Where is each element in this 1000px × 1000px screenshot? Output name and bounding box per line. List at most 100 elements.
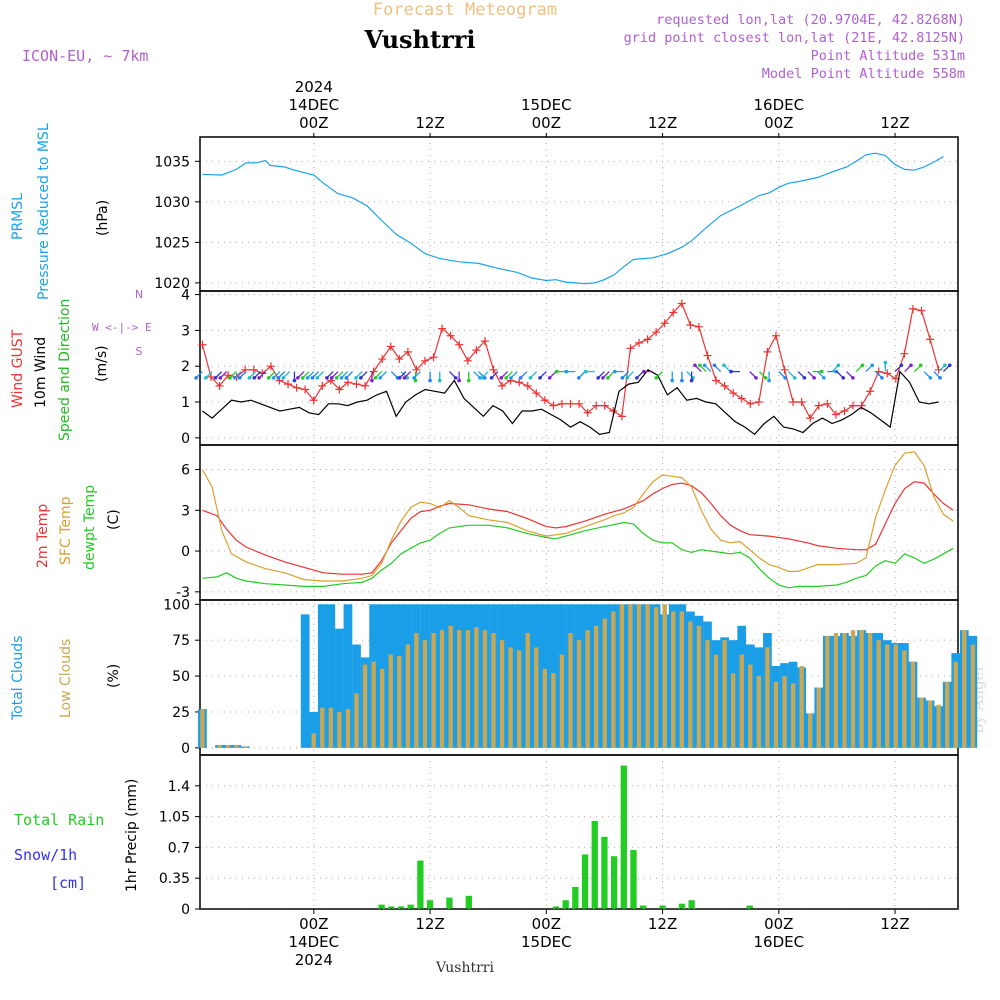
gust-marker <box>309 396 318 405</box>
low-cloud-bar <box>748 664 753 748</box>
low-cloud-bar <box>311 733 316 748</box>
y-tick-label: 0 <box>181 431 190 447</box>
wind-arrow-head <box>237 376 242 380</box>
wind-arrow-head <box>194 376 198 380</box>
gust-marker <box>797 398 806 407</box>
total-cloud-bar <box>300 614 310 748</box>
gust-marker <box>703 351 712 360</box>
precip-bar <box>465 895 472 909</box>
wind-arrow-head <box>601 376 605 380</box>
low-cloud-bar <box>739 654 744 748</box>
y-tick-label: 100 <box>163 597 190 613</box>
wind-arrow-head <box>802 376 807 380</box>
wind-arrow-head <box>870 363 875 368</box>
gust-marker <box>626 344 635 353</box>
gust-marker <box>583 408 592 417</box>
location-title: Vushtrri <box>364 25 476 54</box>
x-tick-label-top: 12Z <box>648 114 677 132</box>
wind-arrow-head <box>554 369 559 374</box>
low-cloud-bar <box>919 697 924 748</box>
ylabel-direction: Speed and Direction <box>57 299 73 441</box>
low-cloud-bar <box>217 744 222 748</box>
low-cloud-bar <box>730 673 736 748</box>
gridpoint-coords: grid point closest lon,lat (21E, 42.8125… <box>624 30 965 46</box>
wind-arrow-head <box>528 376 533 380</box>
precip-total-rain-label: Total Rain <box>14 811 104 829</box>
low-cloud-bar <box>927 700 933 748</box>
wind-arrow-head <box>767 378 771 383</box>
gust-marker <box>498 381 507 390</box>
wind-arrow-head <box>300 376 305 380</box>
wind-arrow-head <box>918 363 923 368</box>
gust-marker <box>686 321 695 330</box>
wind-arrow-head <box>819 369 824 374</box>
wind-arrow-head <box>754 376 758 380</box>
precip-bar <box>378 904 385 909</box>
low-cloud-bar <box>225 744 231 748</box>
gust-marker <box>420 356 429 365</box>
gust-marker <box>866 387 875 396</box>
low-cloud-bar <box>696 625 702 748</box>
wind-arrow-head <box>938 376 942 380</box>
low-cloud-bar <box>602 618 607 748</box>
low-cloud-bar <box>825 635 830 748</box>
wind-arrow-head <box>402 376 407 380</box>
gust-marker <box>592 401 601 410</box>
y-tick-label: 1 <box>181 395 190 411</box>
temperature-line <box>202 481 954 575</box>
gust-marker <box>806 414 815 423</box>
wind-arrow-head <box>334 376 339 380</box>
gust-marker <box>301 385 310 394</box>
low-cloud-bar <box>611 611 616 748</box>
wind-arrow-head <box>373 376 378 380</box>
precip-bar <box>678 903 686 909</box>
gust-marker <box>746 399 755 408</box>
low-cloud-bar <box>859 630 864 748</box>
gust-marker <box>532 389 541 398</box>
low-cloud-bar <box>414 633 419 748</box>
low-cloud-bar <box>876 640 881 748</box>
x-tick-label-top: 14DEC <box>289 96 340 114</box>
y-tick-label: 0 <box>181 544 190 560</box>
low-cloud-bar <box>499 640 505 748</box>
precip-bar <box>397 906 405 909</box>
ylabel-wind: 10m Wind <box>33 337 49 408</box>
low-cloud-bar <box>320 707 325 748</box>
gust-marker <box>720 381 729 390</box>
wind-arrow-head <box>909 363 913 368</box>
low-cloud-bar <box>594 625 599 748</box>
wind-arrow-head <box>635 376 639 380</box>
pressure-line <box>202 152 944 285</box>
y-tick-label: 1.4 <box>168 779 190 795</box>
wind-arrow-head <box>693 363 697 368</box>
point-altitude: Point Altitude 531m <box>811 48 965 64</box>
ylabel-celsius: (C) <box>106 509 122 530</box>
low-cloud-bar <box>576 640 582 748</box>
gust-marker <box>771 331 780 340</box>
wind-arrow-head <box>729 369 733 374</box>
x-tick-label-bottom: 2024 <box>295 951 333 969</box>
precip-bar <box>388 906 395 909</box>
wind-arrow-head <box>370 378 374 383</box>
wind-arrow-head <box>428 378 432 383</box>
gust-marker <box>429 353 438 362</box>
precip-bar <box>552 906 560 909</box>
low-cloud-bar <box>945 681 950 748</box>
wind-arrow-head <box>305 376 310 380</box>
low-cloud-bar <box>833 633 839 748</box>
ylabel-pressure: Pressure Reduced to MSL <box>36 123 52 300</box>
low-cloud-bar <box>559 654 565 748</box>
low-cloud-bar <box>885 644 890 748</box>
wind-arrow-head <box>880 376 884 380</box>
low-cloud-bar <box>397 655 402 748</box>
wind-arrow-head <box>325 376 329 380</box>
ylabel-ms: (m/s) <box>94 345 110 382</box>
gust-marker <box>515 378 524 387</box>
wind-arrow-head <box>583 369 588 374</box>
wind-arrow-head <box>822 376 826 380</box>
wind-arrow-head <box>860 363 865 368</box>
low-cloud-bar <box>679 611 684 748</box>
gust-marker <box>566 399 575 408</box>
wind-arrow-head <box>606 376 610 380</box>
